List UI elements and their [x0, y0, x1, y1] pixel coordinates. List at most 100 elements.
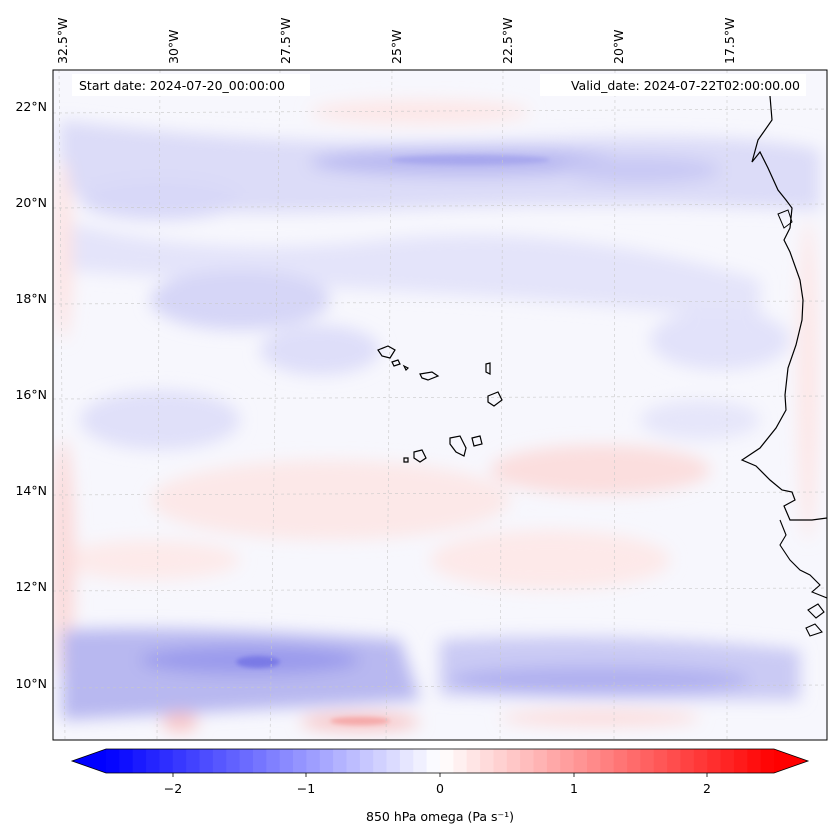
- colorbar: −2 −1 0 1 2 850 hPa omega (Pa s⁻¹): [70, 748, 810, 824]
- lat-label: 22°N: [15, 99, 47, 114]
- colorbar-segment: [627, 749, 641, 773]
- colorbar-segment: [480, 749, 495, 773]
- sao-vicente-island: [391, 359, 401, 367]
- map-frame: [52, 69, 828, 741]
- santa-luzia-island: [402, 364, 410, 372]
- valid-date-box: [540, 74, 806, 96]
- fogo-island: [413, 449, 427, 463]
- colorbar-segment: [760, 749, 775, 773]
- colorbar-tick-label: −2: [164, 781, 182, 796]
- africa-coastline: [740, 95, 827, 521]
- colorbar-segment: [172, 749, 187, 773]
- colorbar-segment: [667, 749, 682, 773]
- start-date-label: Start date: 2024-07-20_00:00:00: [79, 78, 285, 93]
- sao-nicolau-island: [419, 371, 440, 381]
- boa-vista-island: [487, 391, 503, 407]
- colorbar-segment: [159, 749, 174, 773]
- colorbar-segment: [546, 749, 561, 773]
- colorbar-segment: [399, 749, 414, 773]
- colorbar-segment: [533, 749, 548, 773]
- colorbar-segment: [453, 749, 468, 773]
- colorbar-segments: [72, 749, 808, 773]
- colorbar-segment: [119, 749, 134, 773]
- colorbar-segment: [252, 749, 267, 773]
- lat-label: 10°N: [15, 676, 47, 691]
- maio-island: [471, 435, 483, 447]
- colorbar-segment: [359, 749, 374, 773]
- colorbar-segment: [279, 749, 294, 773]
- bissagos-island: [807, 603, 825, 619]
- colorbar-segment: [466, 749, 481, 773]
- colorbar-segment: [573, 749, 588, 773]
- lon-label: 30°W: [166, 29, 181, 64]
- colorbar-segment: [506, 749, 521, 773]
- colorbar-segment: [613, 749, 628, 773]
- santiago-island: [449, 435, 467, 457]
- longitude-labels: 32.5°W 30°W 27.5°W 25°W 22.5°W 20°W 17.5…: [55, 18, 737, 64]
- omega-field: [53, 70, 827, 740]
- colorbar-segment: [106, 749, 120, 773]
- cape-verde-islands: [377, 345, 503, 463]
- colorbar-segment: [653, 749, 668, 773]
- lat-label: 20°N: [15, 195, 47, 210]
- colorbar-segment: [693, 749, 708, 773]
- lon-label: 22.5°W: [500, 18, 515, 64]
- santo-antao-island: [377, 345, 396, 359]
- colorbar-segment: [266, 749, 281, 773]
- banc-arguin-island: [777, 209, 793, 229]
- colorbar-tick-label: 0: [436, 781, 444, 796]
- colorbar-segment: [199, 749, 214, 773]
- graticule: [53, 70, 827, 740]
- colorbar-segment: [212, 749, 227, 773]
- colorbar-segment: [333, 749, 348, 773]
- valid-date-label: Valid_date: 2024-07-22T02:00:00.00: [571, 78, 800, 93]
- colorbar-segment: [306, 749, 321, 773]
- colorbar-segment: [747, 749, 762, 773]
- colorbar-tick-label: 1: [570, 781, 578, 796]
- colorbar-segment: [680, 749, 695, 773]
- colorbar-ticks: [172, 773, 708, 777]
- colorbar-segment: [346, 749, 361, 773]
- colorbar-segment: [733, 749, 748, 773]
- lat-label: 12°N: [15, 579, 47, 594]
- guinea-coastline: [779, 519, 827, 599]
- colorbar-label: 850 hPa omega (Pa s⁻¹): [366, 809, 514, 824]
- colorbar-segment: [440, 749, 454, 773]
- colorbar-segment: [493, 749, 508, 773]
- coastal-island: [805, 623, 823, 637]
- colorbar-segment: [586, 749, 601, 773]
- colorbar-tick-label: −1: [297, 781, 315, 796]
- colorbar-segment: [239, 749, 254, 773]
- colorbar-segment: [373, 749, 388, 773]
- latitude-labels: 22°N 20°N 18°N 16°N 14°N 12°N 10°N: [15, 99, 47, 691]
- lat-label: 14°N: [15, 483, 47, 498]
- colorbar-extend-min: [72, 749, 106, 773]
- colorbar-segment: [226, 749, 241, 773]
- lon-label: 25°W: [389, 29, 404, 64]
- colorbar-segment: [560, 749, 575, 773]
- colorbar-segment: [720, 749, 735, 773]
- colorbar-segment: [132, 749, 147, 773]
- colorbar-segment: [146, 749, 161, 773]
- colorbar-outline: [70, 748, 810, 774]
- colorbar-tick-label: 2: [703, 781, 711, 796]
- lon-label: 17.5°W: [722, 18, 737, 64]
- colorbar-segment: [600, 749, 615, 773]
- lat-label: 16°N: [15, 387, 47, 402]
- colorbar-extend-max: [774, 749, 808, 773]
- colorbar-segment: [293, 749, 307, 773]
- lon-label: 27.5°W: [278, 18, 293, 64]
- lat-label: 18°N: [15, 291, 47, 306]
- lon-label: 32.5°W: [55, 18, 70, 64]
- colorbar-segment: [640, 749, 655, 773]
- colorbar-segment: [707, 749, 722, 773]
- brava-island: [403, 457, 409, 463]
- colorbar-segment: [413, 749, 428, 773]
- colorbar-segment: [426, 749, 441, 773]
- lon-label: 20°W: [611, 29, 626, 64]
- colorbar-segment: [520, 749, 535, 773]
- colorbar-segment: [386, 749, 401, 773]
- start-date-box: [72, 74, 310, 96]
- sal-island: [485, 362, 491, 375]
